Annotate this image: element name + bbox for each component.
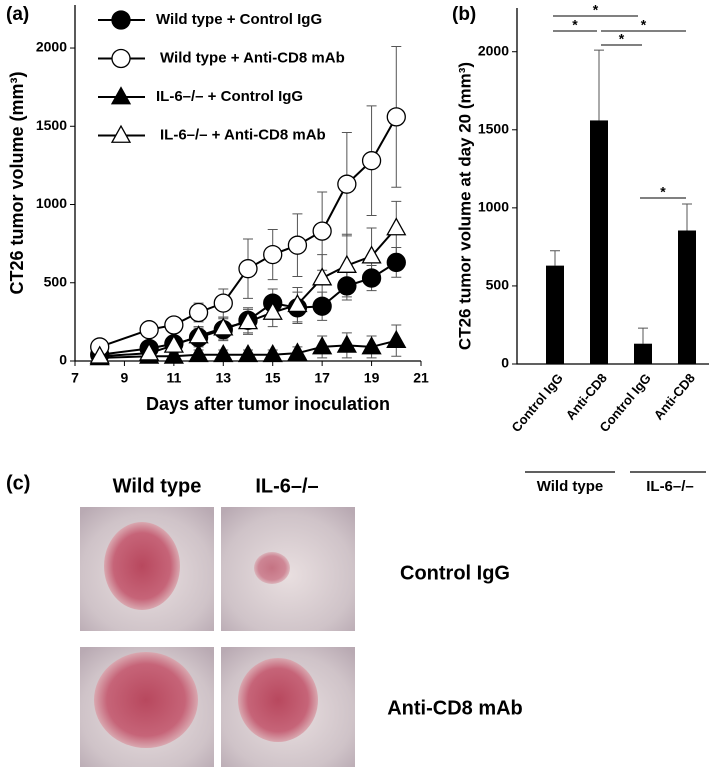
marker xyxy=(188,325,209,344)
error-bar xyxy=(550,250,560,266)
marker xyxy=(312,221,332,241)
legend-marker xyxy=(111,10,131,30)
marker xyxy=(336,334,357,353)
panel-label: (c) xyxy=(6,472,30,494)
significance-label: * xyxy=(619,31,625,47)
marker xyxy=(139,342,160,361)
marker xyxy=(386,217,407,236)
marker xyxy=(337,276,357,296)
panel-label: (a) xyxy=(6,4,29,25)
marker xyxy=(386,252,406,273)
marker xyxy=(237,343,259,363)
marker xyxy=(312,336,333,355)
marker xyxy=(337,174,357,194)
marker xyxy=(287,293,308,313)
tumor xyxy=(238,658,318,742)
marker xyxy=(188,343,209,363)
significance-label: * xyxy=(660,184,666,200)
marker xyxy=(213,343,234,363)
x-tick-label: 9 xyxy=(121,370,129,386)
x-tick-label: 19 xyxy=(364,370,380,386)
legend-marker xyxy=(111,48,131,69)
legend-label: IL-6–/– + Control IgG xyxy=(156,88,303,105)
legend-label: IL-6–/– + Anti-CD8 mAb xyxy=(160,126,326,143)
legend-label: Wild type + Control IgG xyxy=(156,11,322,28)
x-tick-label: 7 xyxy=(71,370,79,386)
marker xyxy=(287,342,308,361)
marker xyxy=(263,244,283,265)
x-tick-label: 13 xyxy=(215,370,231,386)
y-tick-label: 1000 xyxy=(36,195,67,211)
marker xyxy=(336,254,357,273)
x-tick-label: Anti-CD8 xyxy=(563,370,610,422)
error-bar xyxy=(682,203,692,231)
photo-grid xyxy=(80,507,355,767)
marker xyxy=(238,259,258,279)
bar xyxy=(546,265,564,364)
column-label: IL-6–/– xyxy=(255,475,318,497)
marker xyxy=(163,334,184,353)
x-tick-label: 21 xyxy=(413,370,429,386)
y-tick-label: 0 xyxy=(501,355,509,371)
marker xyxy=(164,315,184,335)
marker xyxy=(188,302,209,323)
y-tick-label: 1500 xyxy=(478,120,509,136)
bar xyxy=(634,343,652,364)
marker xyxy=(237,311,259,330)
group-label: IL-6–/– xyxy=(646,478,694,495)
significance-label: * xyxy=(641,17,647,33)
marker xyxy=(139,320,159,340)
y-tick-label: 1000 xyxy=(478,199,509,215)
tumor xyxy=(104,522,180,610)
legend-marker xyxy=(110,86,132,105)
y-axis-label: CT26 tumor volume (mm³) xyxy=(7,71,27,294)
y-tick-label: 500 xyxy=(44,273,68,289)
marker xyxy=(361,268,382,288)
row-label: Control IgG xyxy=(400,562,510,584)
legend-marker xyxy=(110,124,132,143)
bar xyxy=(678,230,696,364)
marker xyxy=(361,245,382,264)
marker xyxy=(361,336,382,355)
y-tick-label: 2000 xyxy=(36,39,67,55)
marker xyxy=(312,296,332,316)
y-tick-label: 2000 xyxy=(478,42,509,58)
marker xyxy=(262,343,283,363)
marker xyxy=(213,293,233,313)
marker xyxy=(312,267,333,286)
y-tick-label: 1500 xyxy=(36,117,67,133)
marker xyxy=(89,345,110,364)
error-bar xyxy=(594,49,604,121)
x-axis-label: Days after tumor inoculation xyxy=(146,394,390,414)
y-axis-label: CT26 tumor volume at day 20 (mm³) xyxy=(455,62,474,350)
bar xyxy=(590,120,608,364)
group-label: Wild type xyxy=(537,478,604,495)
panel-label: (b) xyxy=(452,4,476,25)
significance-label: * xyxy=(593,2,599,18)
tumor xyxy=(254,552,290,584)
marker xyxy=(213,317,234,336)
x-tick-label: 11 xyxy=(166,370,181,386)
y-tick-label: 0 xyxy=(59,352,67,368)
row-label: Anti-CD8 mAb xyxy=(387,697,523,719)
marker xyxy=(361,151,382,171)
marker xyxy=(287,235,308,255)
marker xyxy=(163,345,184,364)
legend-label: Wild type + Anti-CD8 mAb xyxy=(160,49,345,66)
column-label: Wild type xyxy=(113,475,202,497)
marker xyxy=(386,107,406,127)
marker xyxy=(262,301,283,320)
tumor xyxy=(94,652,198,748)
significance-label: * xyxy=(572,17,578,33)
y-tick-label: 500 xyxy=(486,277,510,293)
marker xyxy=(386,329,407,349)
x-tick-label: Anti-CD8 xyxy=(651,370,698,422)
x-tick-label: 17 xyxy=(314,370,330,386)
x-tick-label: Control IgG xyxy=(508,370,565,434)
error-bar xyxy=(638,327,648,344)
x-tick-label: 15 xyxy=(265,370,281,386)
